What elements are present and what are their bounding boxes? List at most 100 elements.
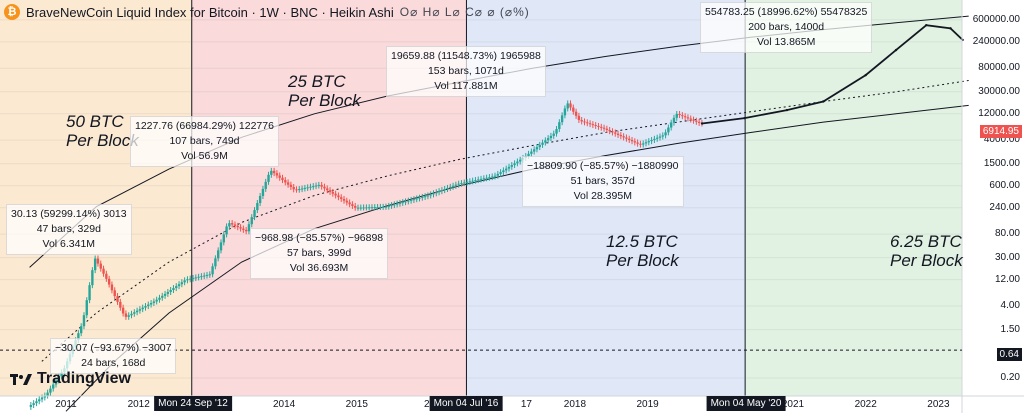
candle-body — [418, 197, 421, 199]
candle-body — [580, 119, 583, 122]
candle-body — [566, 103, 569, 109]
candle-body — [99, 263, 102, 269]
candle-body — [107, 278, 111, 285]
channel-middle — [41, 80, 969, 362]
candle-body — [38, 399, 41, 402]
annotation-2011-rally[interactable]: 30.13 (59299.14%) 3013 47 bars, 329d Vol… — [6, 204, 132, 255]
candle-body — [306, 187, 309, 189]
candle-body — [426, 195, 430, 197]
candle-body — [644, 142, 648, 144]
candle-body — [530, 151, 533, 154]
candle-body — [387, 205, 390, 207]
time-tick-label: 2014 — [272, 399, 296, 410]
time-tick-label: 2011 — [55, 399, 77, 410]
candle-body — [614, 132, 617, 134]
candle-body — [242, 228, 245, 230]
candle-body — [370, 207, 374, 209]
candle-body — [161, 295, 164, 298]
price-tick-label: 30000.00 — [978, 85, 1020, 97]
annotation-line: 153 bars, 1071d — [427, 65, 504, 77]
candle-body — [328, 190, 332, 192]
candle-body — [381, 206, 385, 208]
time-tick-label: 2012 — [127, 399, 150, 410]
time-tick-label: 2022 — [854, 399, 877, 410]
candle-body — [79, 326, 83, 334]
candle-body — [32, 403, 35, 406]
candle-body — [572, 107, 575, 112]
era-3-label: 12.5 BTC Per Block — [606, 232, 679, 270]
candle-body — [689, 118, 692, 120]
candle-body — [91, 270, 94, 286]
candle-body — [337, 195, 340, 198]
annotation-2013-rally[interactable]: 1227.76 (66984.29%) 122776 107 bars, 749… — [130, 116, 279, 167]
candle-body — [264, 181, 267, 189]
candle-body — [169, 290, 172, 292]
candle-body — [309, 186, 312, 188]
candle-body — [216, 250, 220, 259]
candle-body — [194, 277, 198, 279]
price-tick-label: 240.00 — [989, 201, 1020, 213]
candle-body — [158, 297, 161, 300]
candle-body — [636, 142, 639, 144]
time-tick-label: 2015 — [345, 399, 368, 410]
candle-body — [443, 188, 446, 191]
candle-body — [60, 372, 63, 377]
annotation-2011-crash[interactable]: −30.07 (−93.67%) −3007 24 bars, 168d — [50, 338, 177, 374]
annotation-projection[interactable]: 554783.25 (18996.62%) 55478325 200 bars,… — [700, 2, 873, 53]
candle-body — [57, 376, 61, 381]
candle-body — [449, 186, 452, 188]
candle-body — [647, 141, 650, 143]
candle-body — [367, 207, 371, 209]
price-tick-label: 0.20 — [1000, 372, 1020, 383]
candle-body — [345, 200, 349, 203]
candle-body — [552, 133, 555, 136]
candle-body — [155, 299, 158, 302]
candle-body — [197, 276, 200, 278]
annotation-2017-rally[interactable]: 19659.88 (11548.73%) 1965988 153 bars, 1… — [386, 46, 546, 97]
candle-body — [340, 197, 343, 199]
candle-body — [415, 198, 418, 200]
candle-body — [695, 120, 698, 122]
era-band-4 — [745, 0, 962, 396]
candle-body — [384, 206, 388, 208]
candle-body — [465, 181, 469, 183]
candle-body — [560, 115, 564, 123]
candle-body — [147, 304, 150, 307]
candle-body — [628, 138, 631, 140]
candle-body — [180, 282, 184, 285]
candle-body — [225, 226, 228, 235]
time-tick-label: 2021 — [781, 399, 805, 410]
candle-body — [686, 117, 690, 119]
candle-body — [563, 108, 567, 116]
chart-title[interactable]: BraveNewCoin Liquid Index for Bitcoin · … — [26, 4, 394, 20]
era-4-label: 6.25 BTC Per Block — [890, 232, 963, 270]
candle-body — [228, 223, 231, 227]
candle-body — [191, 278, 195, 280]
price-tick-label: 240000.00 — [972, 35, 1020, 47]
candle-body — [281, 177, 284, 181]
tradingview-wordmark: TradingView — [37, 370, 131, 387]
candle-body — [463, 182, 466, 184]
candle-body — [493, 175, 497, 177]
candle-body — [454, 184, 458, 186]
time-tick-label: 17 — [520, 399, 532, 410]
era-1-label: 50 BTC Per Block — [66, 112, 139, 150]
candle-body — [569, 103, 572, 108]
annotation-2014-crash[interactable]: −968.98 (−85.57%) −96898 57 bars, 399d V… — [250, 228, 389, 279]
candle-body — [110, 284, 114, 291]
candle-body — [244, 229, 248, 232]
candle-body — [286, 182, 290, 185]
annotation-2018-crash[interactable]: −18809.90 (−85.57%) −1880990 51 bars, 35… — [522, 156, 684, 207]
candle-body — [692, 119, 695, 121]
candle-body — [401, 202, 404, 204]
candle-body — [298, 189, 301, 191]
candle-body — [650, 139, 653, 142]
candle-body — [312, 186, 315, 188]
candle-body — [504, 168, 508, 171]
candle-body — [256, 203, 259, 211]
candle-body — [320, 184, 323, 187]
time-tick-label: 2018 — [563, 399, 587, 410]
chart-header: ₿ BraveNewCoin Liquid Index for Bitcoin … — [4, 2, 530, 22]
candle-body — [379, 206, 382, 208]
candle-body — [253, 210, 256, 218]
